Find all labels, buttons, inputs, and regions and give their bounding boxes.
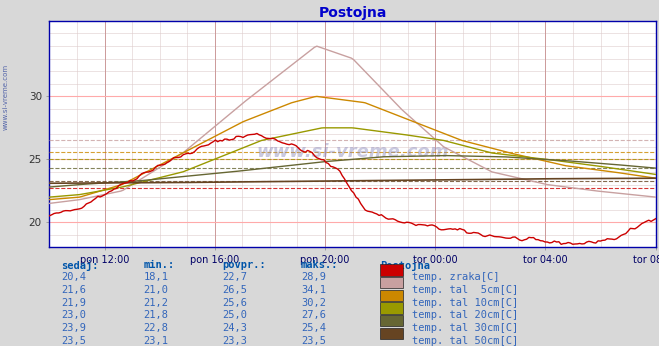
- Text: 25,6: 25,6: [222, 298, 247, 308]
- Bar: [380, 264, 403, 276]
- Text: 30,2: 30,2: [301, 298, 326, 308]
- Text: 23,9: 23,9: [61, 323, 86, 333]
- Text: 26,5: 26,5: [222, 285, 247, 295]
- Text: 25,0: 25,0: [222, 310, 247, 320]
- Text: www.si-vreme.com: www.si-vreme.com: [3, 64, 9, 130]
- Text: povpr.:: povpr.:: [222, 260, 266, 270]
- Text: 23,3: 23,3: [222, 336, 247, 346]
- Text: temp. tal 30cm[C]: temp. tal 30cm[C]: [412, 323, 518, 333]
- Text: 23,5: 23,5: [301, 336, 326, 346]
- Title: Postojna: Postojna: [318, 6, 387, 20]
- Text: 21,2: 21,2: [144, 298, 169, 308]
- Bar: [380, 290, 403, 301]
- Text: 28,9: 28,9: [301, 272, 326, 282]
- Bar: [380, 277, 403, 289]
- Text: 18,1: 18,1: [144, 272, 169, 282]
- Text: temp. tal 50cm[C]: temp. tal 50cm[C]: [412, 336, 518, 346]
- Bar: [380, 328, 403, 339]
- Bar: [380, 315, 403, 326]
- Bar: [380, 302, 403, 314]
- Text: 24,3: 24,3: [222, 323, 247, 333]
- Text: 34,1: 34,1: [301, 285, 326, 295]
- Text: 21,9: 21,9: [61, 298, 86, 308]
- Text: 23,0: 23,0: [61, 310, 86, 320]
- Text: www.si-vreme.com: www.si-vreme.com: [256, 143, 449, 161]
- Text: sedaj:: sedaj:: [61, 260, 99, 271]
- Text: temp. tal 10cm[C]: temp. tal 10cm[C]: [412, 298, 518, 308]
- Text: 22,8: 22,8: [144, 323, 169, 333]
- Text: 27,6: 27,6: [301, 310, 326, 320]
- Text: 23,5: 23,5: [61, 336, 86, 346]
- Text: 22,7: 22,7: [222, 272, 247, 282]
- Text: temp. tal  5cm[C]: temp. tal 5cm[C]: [412, 285, 518, 295]
- Text: 21,6: 21,6: [61, 285, 86, 295]
- Text: temp. tal 20cm[C]: temp. tal 20cm[C]: [412, 310, 518, 320]
- Text: 21,8: 21,8: [144, 310, 169, 320]
- Text: 25,4: 25,4: [301, 323, 326, 333]
- Text: Postojna: Postojna: [380, 260, 430, 271]
- Text: 21,0: 21,0: [144, 285, 169, 295]
- Text: maks.:: maks.:: [301, 260, 339, 270]
- Text: 23,1: 23,1: [144, 336, 169, 346]
- Text: temp. zraka[C]: temp. zraka[C]: [412, 272, 500, 282]
- Text: min.:: min.:: [144, 260, 175, 270]
- Text: 20,4: 20,4: [61, 272, 86, 282]
